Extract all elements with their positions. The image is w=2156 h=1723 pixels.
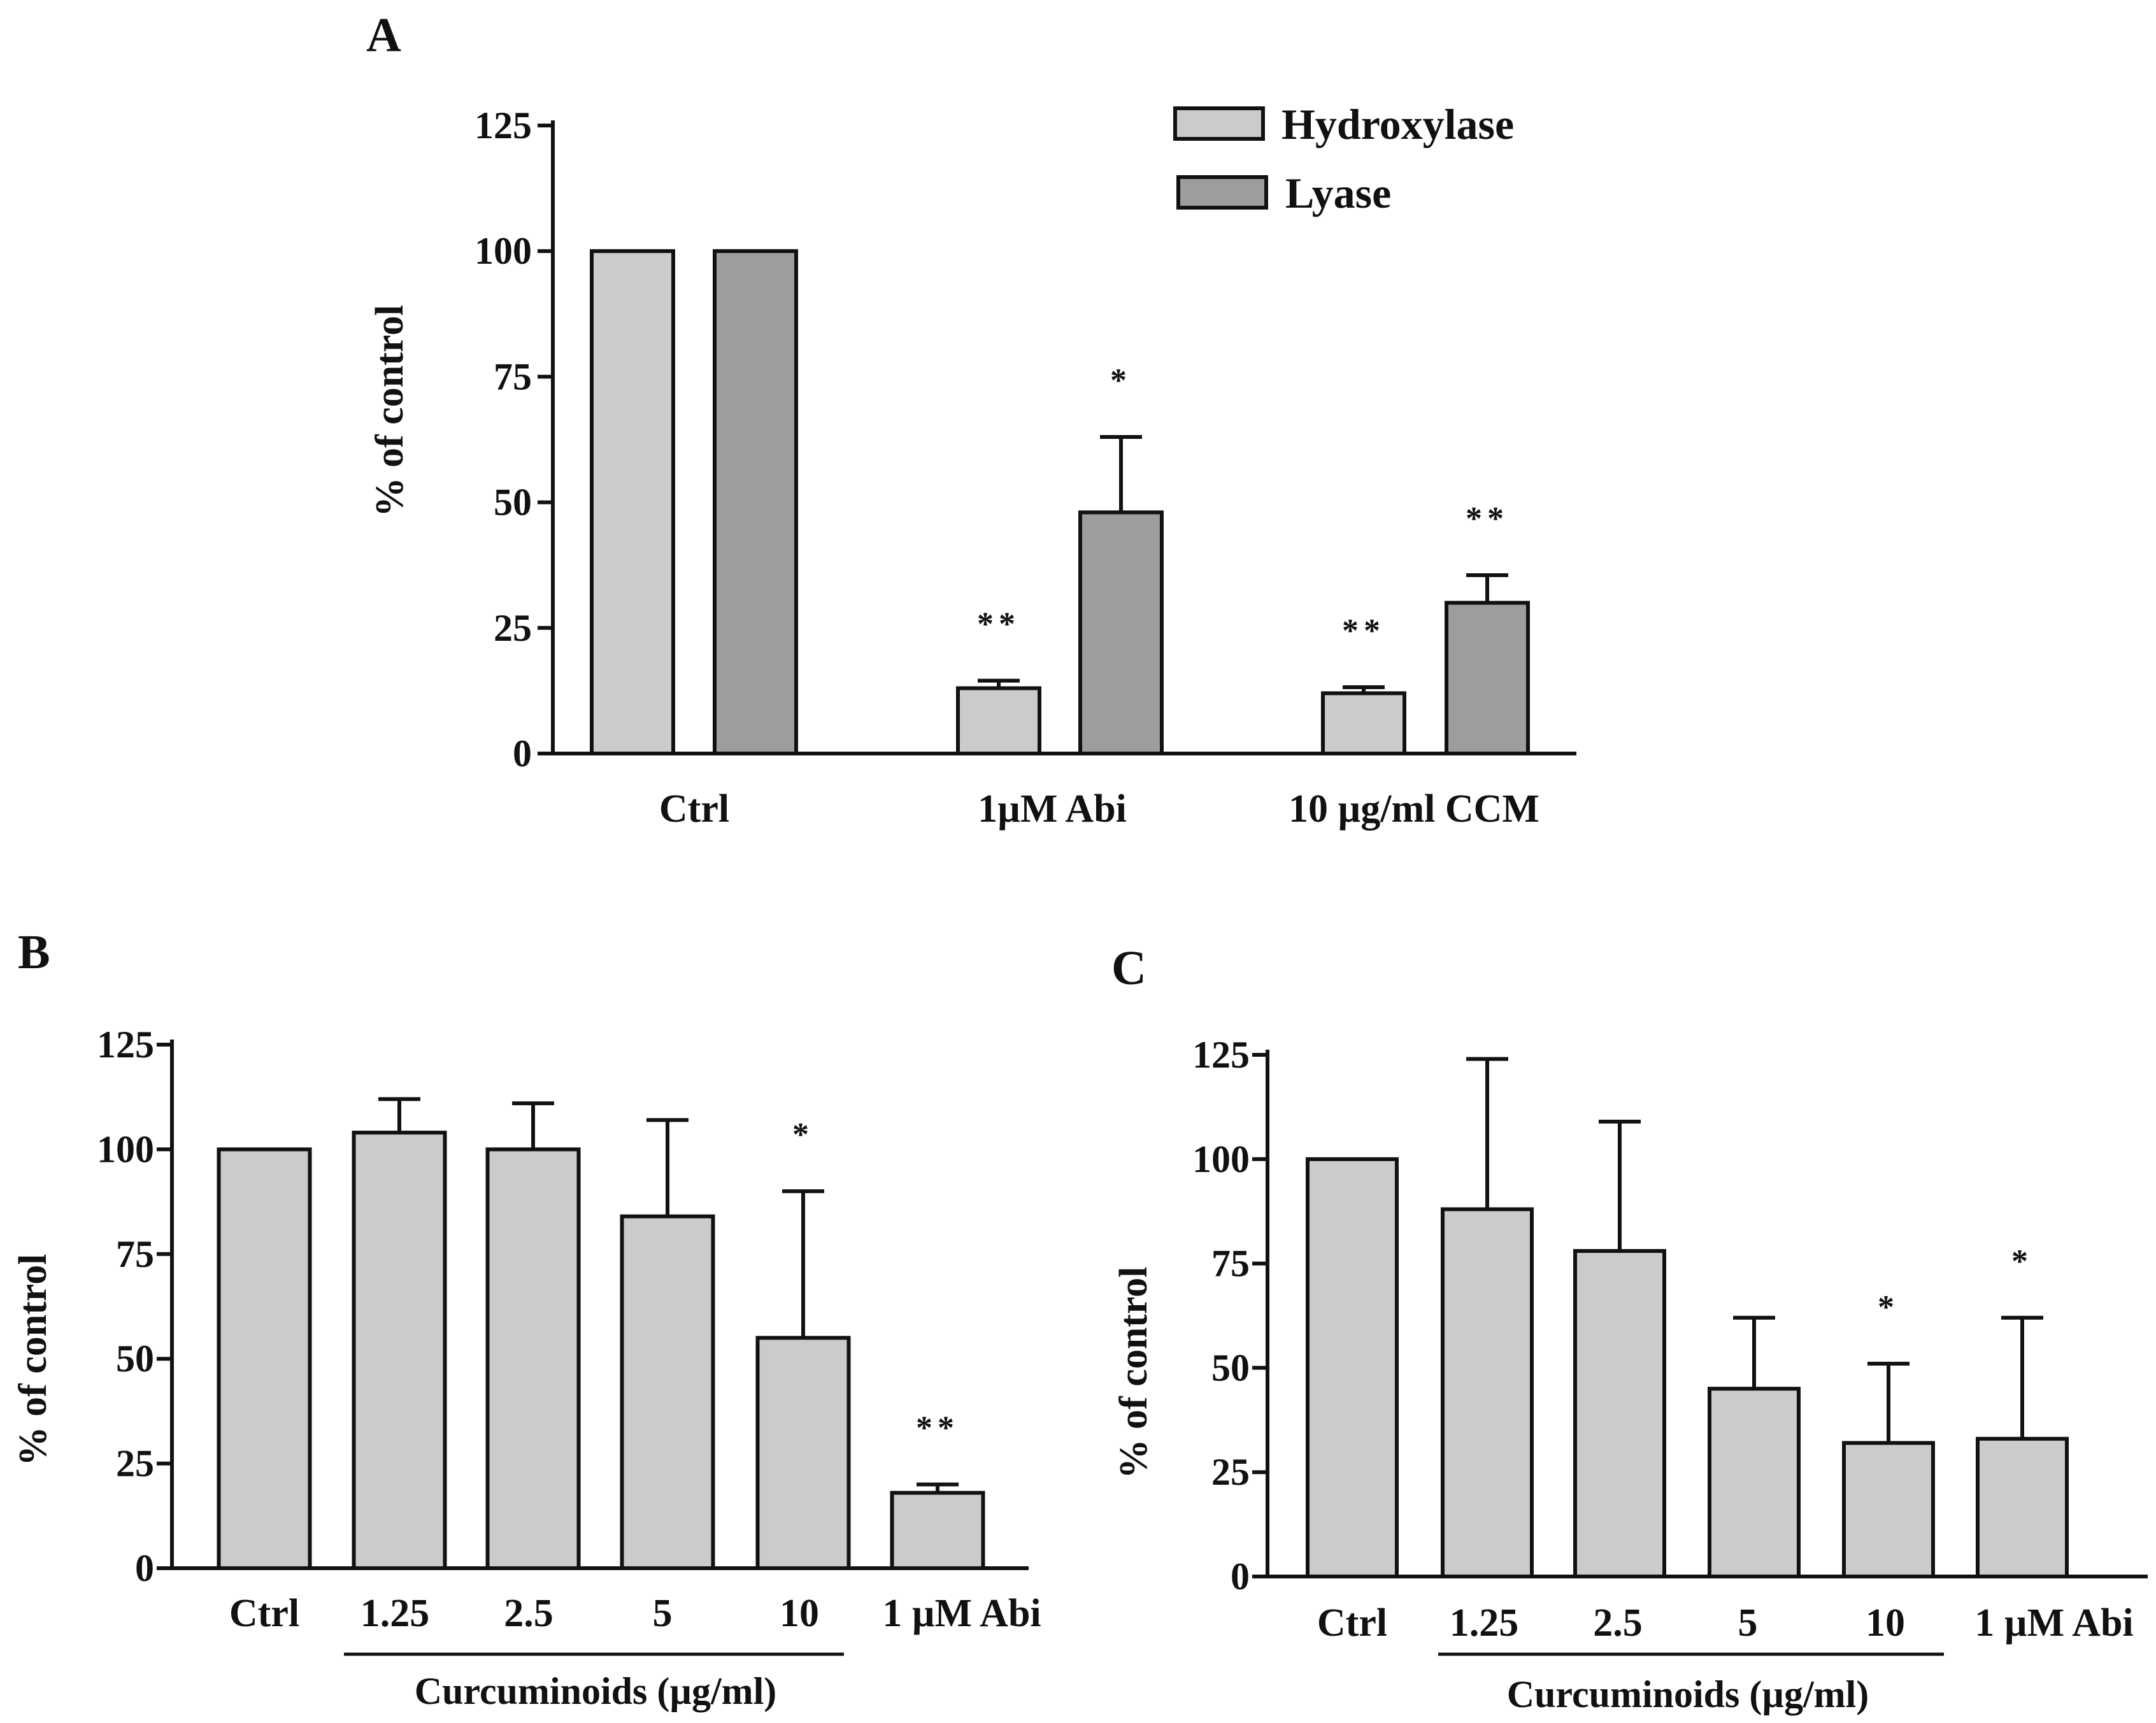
- panel-c-bar: [1976, 1436, 2069, 1578]
- panel-a-y-tick-label: 125: [475, 104, 532, 147]
- panel-b-bar: [890, 1491, 985, 1571]
- panel-b-bar: [485, 1147, 581, 1570]
- panel-b-significance-label: **: [916, 1410, 959, 1446]
- panel-c-category-label: 10: [1866, 1601, 1905, 1645]
- panel-a-category-label: 1µM Abi: [978, 787, 1127, 831]
- panel-a-category-label: 10 µg/ml CCM: [1289, 787, 1539, 831]
- panel-b-letter: B: [18, 926, 50, 979]
- panel-c-y-tick-label: 100: [1192, 1138, 1250, 1180]
- panel-c-category-label: 1 µM Abi: [1974, 1601, 2133, 1645]
- panel-c-category-label: 5: [1738, 1601, 1758, 1645]
- panel-c-plot: 0 25 50 75 100 125 Ctrl 1.25 2.5 5 10 1 µM Abi * *: [1192, 1034, 2148, 1645]
- panel-a-y-axis-label: % of control: [368, 305, 411, 517]
- panel-c-y-axis-label: % of control: [1112, 1267, 1155, 1479]
- legend-lyase-label: Lyase: [1285, 169, 1391, 217]
- panel-b-bar: [352, 1131, 447, 1570]
- panel-a-y-tick-label: 50: [494, 482, 532, 524]
- panel-c-category-label: 2.5: [1593, 1601, 1643, 1645]
- panel-b-y-tick-label: 0: [135, 1547, 154, 1589]
- panel-c-category-label: Ctrl: [1317, 1601, 1387, 1645]
- legend-lyase-swatch: [1176, 175, 1268, 210]
- panel-c-category-label: 1.25: [1450, 1601, 1519, 1645]
- panel-c-significance-label: *: [2011, 1243, 2033, 1280]
- panel-b-bar: [217, 1147, 312, 1570]
- panel-c-y-tick-label: 50: [1211, 1347, 1250, 1389]
- panel-c-significance-label: *: [1878, 1289, 1899, 1326]
- panel-c-group-label: Curcuminoids (µg/ml): [1507, 1673, 1869, 1715]
- panel-c-bar: [1306, 1157, 1399, 1579]
- panel-b-group-label: Curcuminoids (µg/ml): [415, 1670, 777, 1712]
- panel-b-category-label: 2.5: [504, 1592, 553, 1635]
- panel-a-bar: [713, 249, 798, 755]
- panel-b-y-tick-label: 25: [116, 1443, 154, 1485]
- panel-b-bar: [620, 1214, 715, 1570]
- panel-c-bar: [1441, 1207, 1534, 1578]
- panel-c-y-tick-label: 75: [1211, 1243, 1250, 1285]
- panel-a-y-tick-label: 0: [513, 733, 532, 775]
- panel-a-letter: A: [366, 8, 401, 62]
- panel-b-y-tick-label: 75: [116, 1233, 154, 1275]
- panel-c-y-tick-label: 25: [1211, 1451, 1250, 1493]
- panel-c-bar: [1842, 1441, 1935, 1578]
- panel-a-bar: [590, 249, 675, 755]
- panel-c-y-tick-label: 0: [1231, 1555, 1250, 1598]
- panel-b-y-tick-label: 50: [116, 1338, 154, 1380]
- panel-b-category-label: Ctrl: [229, 1592, 299, 1635]
- panel-b-category-label: 1 µM Abi: [882, 1592, 1041, 1635]
- panel-b-bar: [755, 1336, 851, 1571]
- panel-c-bar: [1573, 1248, 1666, 1578]
- panel-a-significance-label: **: [977, 606, 1020, 643]
- panel-a-bar: [1078, 510, 1164, 755]
- panel-a-bar: [956, 686, 1041, 756]
- panel-b-category-label: 1.25: [361, 1592, 430, 1635]
- panel-a-significance-label: **: [1342, 613, 1385, 649]
- panel-c-bar: [1708, 1387, 1801, 1578]
- panel-a-bar: [1321, 691, 1406, 755]
- legend-hydroxylase-label: Hydroxylase: [1281, 100, 1514, 148]
- panel-a-y-tick-label: 25: [494, 607, 532, 649]
- panel-b-category-label: 10: [780, 1592, 819, 1635]
- panel-a-significance-label: *: [1110, 362, 1132, 399]
- panel-b-significance-label: *: [792, 1117, 814, 1153]
- panel-c-letter: C: [1111, 941, 1146, 995]
- panel-b-y-tick-label: 100: [97, 1128, 154, 1170]
- panel-a-y-tick-label: 100: [475, 230, 532, 272]
- panel-c-y-tick-label: 125: [1192, 1034, 1250, 1076]
- panel-b-y-axis-label: % of control: [11, 1254, 55, 1466]
- panel-a-category-label: Ctrl: [659, 787, 729, 831]
- panel-a-significance-label: **: [1466, 501, 1509, 537]
- panel-a-y-tick-label: 75: [494, 355, 532, 397]
- panel-b-y-tick-label: 125: [97, 1024, 154, 1066]
- panel-a-legend: Hydroxylase Lyase: [1173, 100, 1514, 217]
- panel-b-category-label: 5: [653, 1592, 673, 1635]
- legend-hydroxylase-swatch: [1173, 106, 1265, 141]
- panel-a-bar: [1445, 601, 1530, 755]
